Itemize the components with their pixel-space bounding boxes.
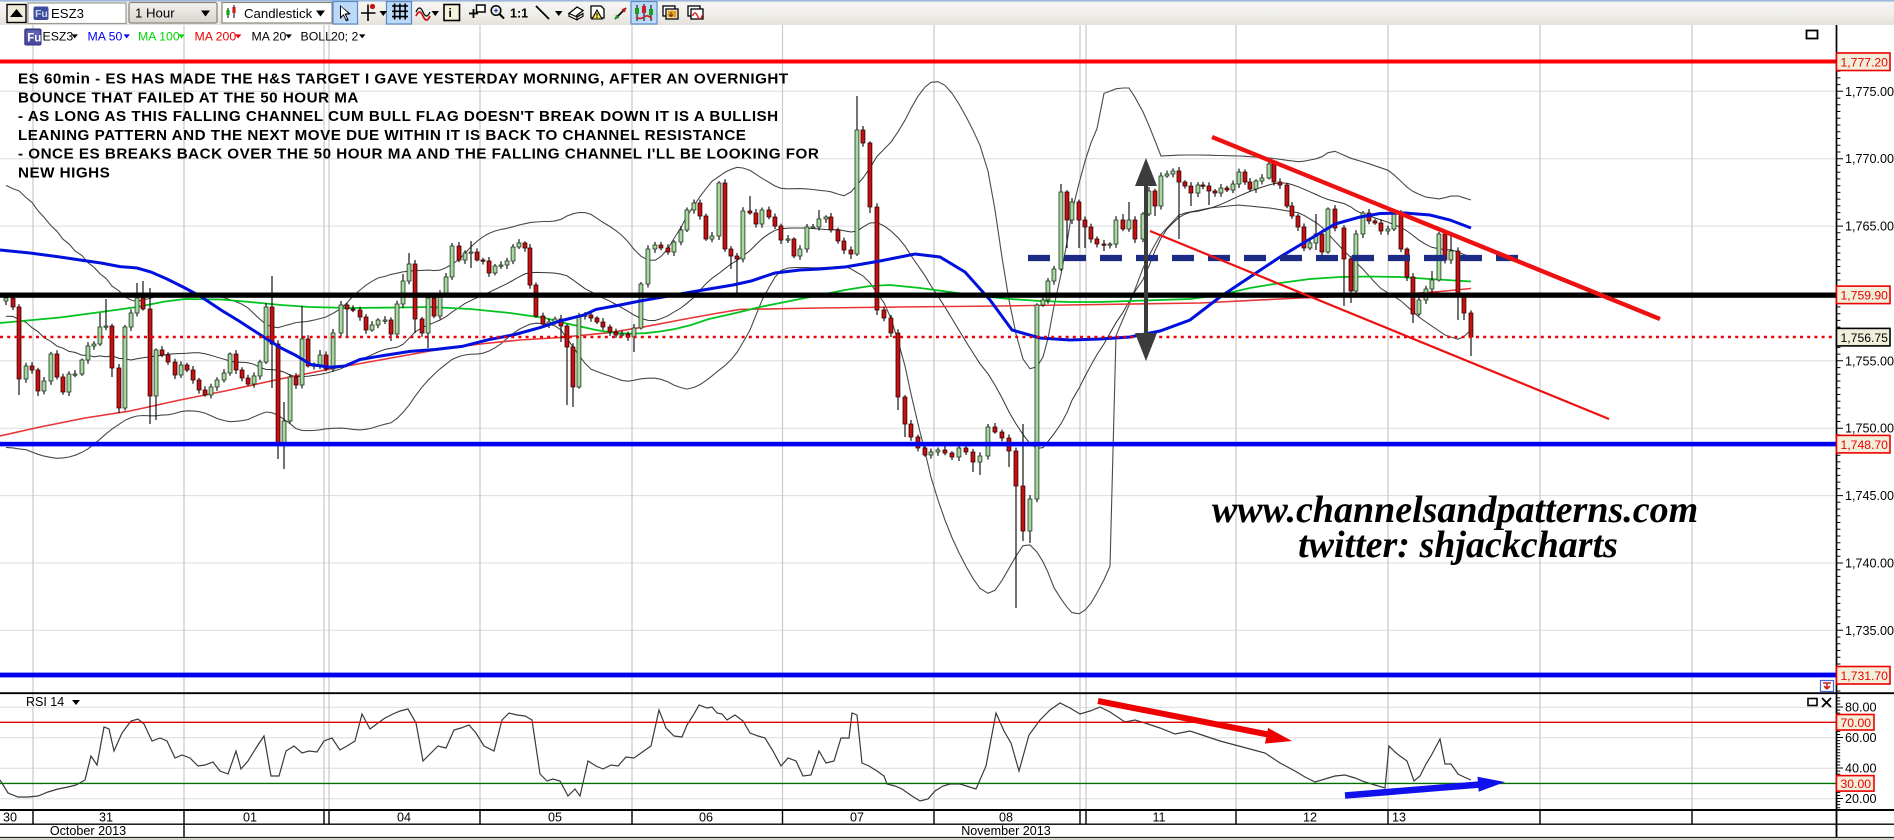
svg-text:www.channelsandpatterns.com: www.channelsandpatterns.com [1212, 489, 1698, 531]
svg-text:Fu: Fu [35, 8, 48, 20]
svg-text:1,759.90: 1,759.90 [1841, 289, 1889, 303]
svg-text:ESZ3: ESZ3 [43, 29, 74, 43]
svg-text:07: 07 [850, 811, 864, 825]
svg-text:i: i [449, 6, 452, 20]
svg-text:70.00: 70.00 [1841, 716, 1872, 730]
svg-text:20; 2: 20; 2 [331, 29, 359, 43]
svg-text:1:1: 1:1 [510, 7, 528, 21]
svg-text:06: 06 [699, 811, 713, 825]
svg-text:1,755.00: 1,755.00 [1845, 354, 1894, 368]
svg-text:- ONCE ES BREAKS BACK OVER THE: - ONCE ES BREAKS BACK OVER THE 50 HOUR M… [18, 146, 819, 163]
svg-text:20.00: 20.00 [1845, 792, 1877, 806]
svg-text:1 Hour: 1 Hour [135, 6, 175, 21]
svg-text:1,770.00: 1,770.00 [1845, 152, 1894, 166]
svg-text:13: 13 [1392, 811, 1406, 825]
svg-text:1,756.75: 1,756.75 [1841, 331, 1889, 345]
svg-text:80.00: 80.00 [1845, 701, 1877, 715]
svg-text:BOLL: BOLL [301, 29, 333, 43]
svg-text:1,735.00: 1,735.00 [1845, 624, 1894, 638]
svg-text:1,750.00: 1,750.00 [1845, 422, 1894, 436]
svg-text:ES 60min - ES HAS MADE THE H&S: ES 60min - ES HAS MADE THE H&S TARGET I … [18, 71, 789, 88]
svg-text:LEANING PATTERN AND THE NEXT M: LEANING PATTERN AND THE NEXT MOVE DUE WI… [18, 127, 746, 144]
svg-text:05: 05 [548, 811, 562, 825]
svg-text:08: 08 [999, 811, 1013, 825]
svg-text:12: 12 [1303, 811, 1317, 825]
svg-text:31: 31 [99, 811, 113, 825]
svg-text:1,777.20: 1,777.20 [1841, 55, 1889, 69]
svg-text:NEW HIGHS: NEW HIGHS [18, 165, 110, 182]
svg-text:30: 30 [3, 811, 17, 825]
svg-text:1,775.00: 1,775.00 [1845, 85, 1894, 99]
svg-text:1,765.00: 1,765.00 [1845, 220, 1894, 234]
svg-text:- AS LONG AS THIS FALLING CHAN: - AS LONG AS THIS FALLING CHANNEL CUM BU… [18, 108, 779, 125]
svg-text:Fu: Fu [27, 33, 41, 45]
svg-text:MA 200: MA 200 [195, 29, 237, 43]
svg-text:BOUNCE THAT FAILED AT THE 50 H: BOUNCE THAT FAILED AT THE 50 HOUR MA [18, 89, 359, 106]
svg-text:60.00: 60.00 [1845, 731, 1877, 745]
svg-text:!: ! [596, 11, 599, 20]
svg-text:01: 01 [243, 811, 257, 825]
svg-text:November 2013: November 2013 [961, 824, 1051, 838]
svg-text:04: 04 [397, 811, 411, 825]
svg-text:1,731.70: 1,731.70 [1841, 669, 1889, 683]
svg-text:1,745.00: 1,745.00 [1845, 489, 1894, 503]
svg-text:RSI 14: RSI 14 [26, 695, 64, 709]
svg-text:MA 20: MA 20 [252, 29, 287, 43]
svg-text:Candlestick: Candlestick [244, 6, 313, 21]
svg-text:twitter: shjackcharts: twitter: shjackcharts [1298, 524, 1618, 566]
svg-text:1,748.70: 1,748.70 [1841, 438, 1889, 452]
svg-text:October 2013: October 2013 [50, 824, 126, 838]
svg-text:ESZ3: ESZ3 [51, 6, 84, 21]
svg-text:11: 11 [1152, 811, 1165, 825]
svg-text:MA 50: MA 50 [88, 29, 123, 43]
svg-text:40.00: 40.00 [1845, 762, 1877, 776]
svg-text:30.00: 30.00 [1841, 777, 1872, 791]
svg-text:1,740.00: 1,740.00 [1845, 557, 1894, 571]
svg-text:MA 100: MA 100 [138, 29, 180, 43]
